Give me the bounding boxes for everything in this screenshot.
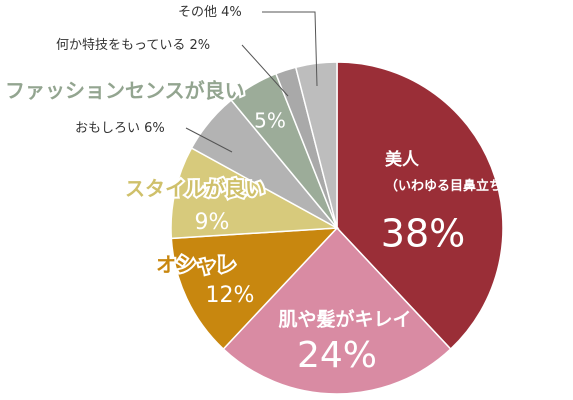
value-label: 4%	[221, 5, 242, 20]
pie-slice	[170, 147, 340, 240]
slice-label: 何か特技をもっている 2%	[56, 37, 210, 53]
category-label: ファッションセンスが良い	[5, 79, 245, 103]
category-label: 何か特技をもっている	[56, 37, 185, 53]
pie-slice	[222, 226, 452, 395]
category-label: スタイルが良い	[125, 177, 265, 201]
value-label: 5%	[254, 109, 286, 133]
pie-slice	[170, 227, 339, 351]
value-label: 9%	[195, 210, 230, 235]
slice-label: おもしろい 6%	[75, 121, 165, 136]
leader-line	[241, 44, 289, 97]
category-label: オシャレ	[156, 253, 236, 277]
category-label: おもしろい	[75, 121, 140, 136]
leader-line	[262, 11, 318, 87]
pie-slice	[336, 61, 504, 351]
category-label: 美人（いわゆる目鼻立ちがキレイ）	[385, 149, 567, 194]
value-label: 12%	[206, 283, 255, 308]
value-label: 2%	[190, 38, 211, 53]
slice-label: その他 4%	[178, 5, 242, 20]
leader-line	[185, 127, 233, 153]
value-label: 24%	[297, 335, 377, 376]
category-label: 肌や髪がキレイ	[278, 308, 411, 331]
category-label: その他	[178, 5, 217, 20]
value-label: 6%	[144, 121, 165, 136]
value-label: 38%	[381, 212, 465, 256]
